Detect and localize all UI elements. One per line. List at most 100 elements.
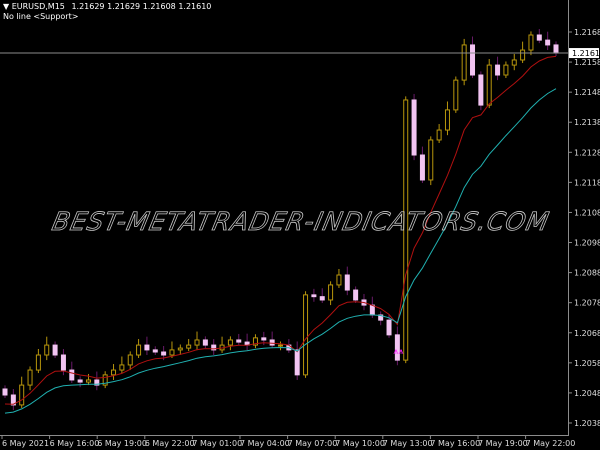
- symbol-label: EURUSD,M15: [11, 2, 65, 11]
- bearish-candle: [495, 64, 501, 76]
- bearish-candle: [10, 394, 16, 406]
- bullish-candle: [453, 79, 459, 111]
- bearish-candle: [69, 369, 75, 381]
- bullish-candle: [85, 379, 91, 383]
- bullish-candle: [486, 64, 492, 106]
- time-tick-label: 7 May 01:00: [192, 439, 242, 448]
- bearish-candle: [202, 339, 208, 346]
- bullish-candle: [503, 64, 509, 76]
- bearish-candle: [311, 294, 317, 298]
- bearish-candle: [478, 74, 484, 106]
- bearish-candle: [553, 44, 559, 54]
- time-tick-label: 7 May 10:00: [335, 439, 385, 448]
- bullish-candle: [428, 139, 434, 181]
- bearish-candle: [152, 349, 158, 353]
- bearish-candle: [161, 351, 167, 356]
- bullish-candle: [336, 274, 342, 286]
- time-tick-label: 6 May 22:00: [145, 439, 195, 448]
- bearish-candle: [77, 379, 83, 383]
- bearish-candle: [144, 344, 150, 351]
- time-tick-label: 7 May 13:00: [383, 439, 433, 448]
- price-tick-label: 1.21180: [574, 178, 600, 187]
- bullish-candle: [444, 109, 450, 131]
- bullish-candle: [169, 349, 175, 356]
- price-tick-label: 1.21380: [574, 118, 600, 127]
- bullish-candle: [186, 344, 192, 349]
- bearish-candle: [60, 354, 66, 371]
- bearish-candle: [94, 379, 100, 386]
- time-tick-label: 7 May 16:00: [430, 439, 480, 448]
- bearish-candle: [344, 274, 350, 291]
- price-tick-label: 1.20880: [574, 269, 600, 278]
- time-axis[interactable]: 6 May 2021 6 May 16:006 May 19:006 May 22…: [1, 435, 576, 448]
- bearish-candle: [236, 339, 242, 343]
- bullish-candle: [303, 294, 309, 376]
- bullish-candle: [27, 369, 33, 386]
- indicator-status: No line <Support>: [3, 12, 79, 21]
- bearish-candle: [269, 339, 275, 346]
- price-tick-label: 1.21280: [574, 148, 600, 157]
- ohlc-values: 1.21629 1.21629 1.21608 1.21610: [71, 2, 212, 11]
- bullish-candle: [403, 99, 409, 361]
- price-tick-label: 1.20980: [574, 239, 600, 248]
- bullish-candle: [436, 129, 442, 141]
- price-tick-label: 1.21680: [574, 28, 600, 37]
- price-tick-label: 1.20780: [574, 299, 600, 308]
- bullish-candle: [35, 354, 41, 371]
- bullish-candle: [328, 284, 334, 301]
- bearish-candle: [52, 344, 58, 356]
- price-tick-label: 1.20580: [574, 359, 600, 368]
- bearish-candle: [411, 99, 417, 156]
- time-tick-label: 7 May 22:00: [526, 439, 576, 448]
- bearish-candle: [386, 319, 392, 336]
- time-tick-label: 7 May 19:00: [478, 439, 528, 448]
- bullish-candle: [19, 384, 25, 406]
- chart-header: ▼ EURUSD,M15 1.21629 1.21629 1.21608 1.2…: [3, 2, 211, 11]
- bullish-candle: [252, 337, 258, 346]
- ma-slow-line: [4, 88, 557, 414]
- bearish-candle: [294, 349, 300, 376]
- price-tick-label: 1.21480: [574, 88, 600, 97]
- price-tick-label: 1.21580: [574, 58, 600, 67]
- bearish-candle: [261, 337, 267, 341]
- price-tick-label: 1.20680: [574, 329, 600, 338]
- bullish-candle: [119, 364, 125, 371]
- bullish-candle: [136, 344, 142, 356]
- bearish-candle: [369, 304, 375, 316]
- bullish-candle: [528, 34, 534, 51]
- bearish-candle: [419, 154, 425, 181]
- watermark: BEST-METATRADER-INDICATORS.COM: [50, 207, 552, 236]
- bullish-candle: [227, 339, 233, 346]
- bearish-candle: [545, 39, 551, 46]
- bearish-candle: [470, 44, 476, 76]
- bearish-candle: [211, 344, 217, 351]
- bullish-candle: [194, 339, 200, 346]
- price-axis[interactable]: 1.21680 1.21580 1.21480 1.21380 1.21280 1.211…: [568, 28, 600, 428]
- moving-averages-layer: [4, 55, 557, 414]
- dropdown-triangle-icon[interactable]: ▼: [3, 2, 10, 11]
- bullish-candle: [278, 344, 283, 347]
- bullish-candle: [127, 354, 133, 366]
- bearish-candle: [353, 289, 359, 301]
- bearish-candle: [536, 34, 542, 41]
- candles-layer: ⩚⩚: [2, 28, 559, 411]
- time-tick-label: 6 May 16:00: [50, 439, 100, 448]
- bearish-candle: [319, 296, 325, 301]
- time-tick-label: 6 May 19:00: [97, 439, 147, 448]
- bullish-candle: [511, 59, 517, 66]
- svg-text:1.21610: 1.21610: [572, 49, 600, 58]
- ma-fast-line: [4, 55, 557, 405]
- time-tick-label: 7 May 04:00: [240, 439, 290, 448]
- price-tick-label: 1.21080: [574, 208, 600, 217]
- bullish-candle: [111, 369, 117, 376]
- bullish-candle: [177, 347, 183, 351]
- bullish-candle: [461, 44, 467, 81]
- bullish-candle: [44, 344, 50, 356]
- time-tick-label: 6 May 2021: [2, 439, 49, 448]
- price-tick-label: 1.20380: [574, 419, 600, 428]
- bearish-candle: [394, 334, 400, 361]
- time-tick-label: 7 May 07:00: [288, 439, 338, 448]
- bearish-candle: [2, 388, 8, 396]
- bullish-candle: [102, 374, 108, 386]
